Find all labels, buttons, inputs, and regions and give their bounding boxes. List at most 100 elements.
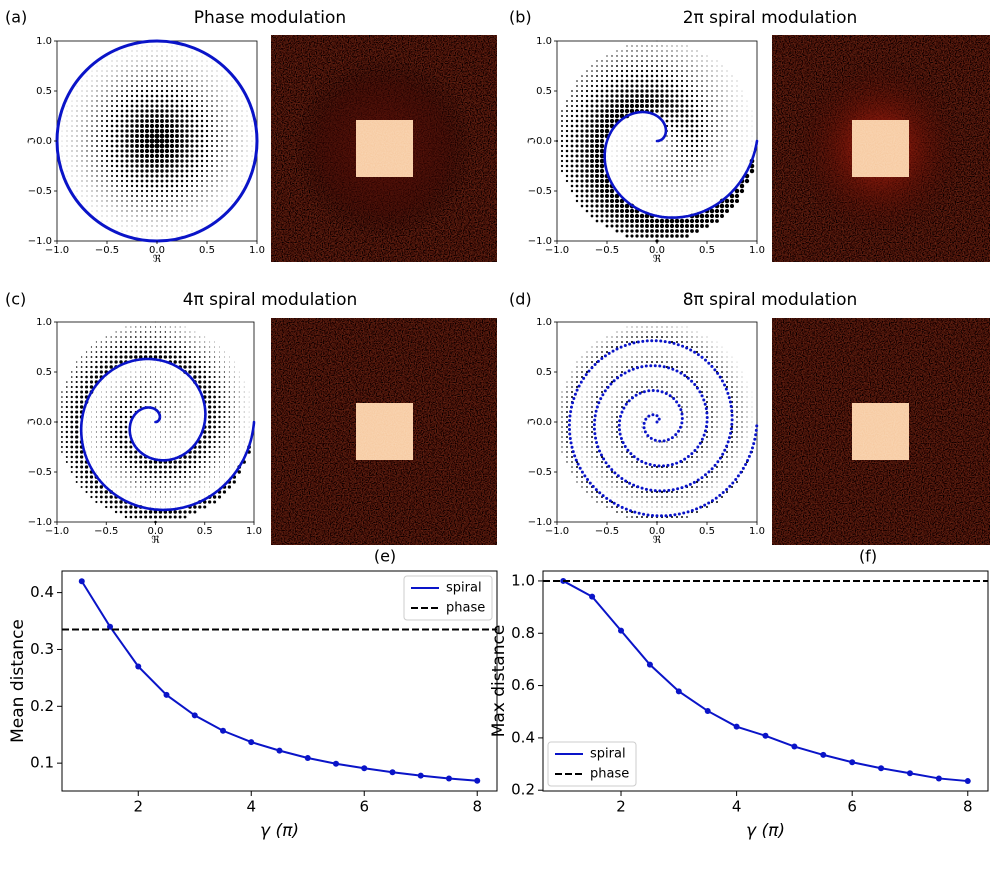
- constellation-dot: [203, 376, 206, 379]
- constellation-dot: [646, 381, 647, 382]
- constellation-dot: [576, 170, 579, 173]
- constellation-dot: [576, 85, 578, 87]
- constellation-dot: [727, 482, 728, 483]
- constellation-dot: [632, 327, 633, 328]
- constellation-dot: [149, 516, 152, 519]
- constellation-dot: [716, 396, 717, 397]
- constellation-dot: [627, 151, 628, 152]
- constellation-dot: [701, 446, 703, 448]
- constellation-dot: [232, 101, 233, 102]
- constellation-dot: [242, 101, 243, 102]
- constellation-dot: [242, 146, 243, 147]
- constellation-dot: [592, 372, 593, 373]
- constellation-dot: [627, 196, 628, 197]
- constellation-dot: [125, 159, 128, 162]
- constellation-dot: [650, 234, 653, 237]
- constellation-dot: [172, 51, 173, 52]
- constellation-dot: [696, 105, 698, 107]
- constellation-dot: [111, 145, 114, 148]
- constellation-dot: [621, 491, 622, 492]
- constellation-dot: [581, 80, 583, 82]
- constellation-dot: [696, 451, 698, 453]
- constellation-dot: [86, 422, 87, 423]
- constellation-dot: [595, 204, 598, 207]
- constellation-dot: [106, 200, 107, 201]
- constellation-dot: [216, 130, 218, 132]
- constellation-dot: [247, 166, 248, 167]
- constellation-dot: [196, 185, 198, 187]
- constellation-dot: [612, 457, 613, 458]
- constellation-dot: [157, 236, 158, 237]
- constellation-dot: [602, 447, 603, 448]
- constellation-dot: [204, 466, 206, 468]
- constellation-dot: [191, 95, 193, 97]
- constellation-dot: [86, 130, 87, 131]
- constellation-dot: [107, 216, 108, 217]
- constellation-dot: [701, 175, 702, 176]
- constellation-dot: [156, 85, 158, 87]
- constellation-dot: [661, 145, 662, 146]
- constellation-dot: [656, 326, 657, 327]
- constellation-dot: [586, 441, 587, 442]
- constellation-dot: [636, 356, 637, 357]
- constellation-dot: [677, 427, 678, 428]
- constellation-dot: [652, 367, 653, 368]
- constellation-dot: [177, 236, 178, 237]
- constellation-dot: [727, 176, 728, 177]
- constellation-dot: [621, 60, 623, 62]
- constellation-dot: [112, 211, 113, 212]
- constellation-dot: [586, 481, 588, 483]
- constellation-dot: [67, 106, 68, 107]
- constellation-dot: [135, 481, 136, 482]
- constellation-dot: [81, 115, 82, 116]
- constellation-dot: [577, 422, 578, 423]
- constellation-dot: [160, 386, 162, 388]
- constellation-dot: [157, 226, 158, 227]
- constellation-dot: [221, 170, 222, 171]
- constellation-dot: [106, 461, 107, 462]
- constellation-dot: [114, 360, 117, 363]
- constellation-dot: [647, 136, 648, 137]
- constellation-dot: [716, 125, 718, 127]
- constellation-dot: [636, 165, 637, 166]
- constellation-dot: [642, 196, 643, 197]
- constellation-dot: [175, 431, 176, 432]
- constellation-dot: [656, 60, 658, 62]
- constellation-dot: [171, 70, 172, 71]
- constellation-dot: [655, 224, 659, 228]
- constellation-dot: [183, 365, 186, 368]
- constellation-dot: [615, 224, 618, 227]
- constellation-dot: [175, 421, 176, 422]
- constellation-dot: [183, 510, 186, 513]
- constellation-dot: [625, 229, 628, 232]
- constellation-dot: [101, 472, 102, 473]
- constellation-dot: [701, 386, 703, 388]
- constellation-dot: [75, 440, 78, 443]
- constellation-dot: [636, 391, 638, 393]
- constellation-dot: [116, 377, 117, 378]
- constellation-dot: [242, 186, 243, 187]
- constellation-dot: [595, 144, 599, 148]
- constellation-dot: [727, 91, 728, 92]
- constellation-dot: [677, 432, 678, 433]
- constellation-dot: [586, 406, 587, 407]
- constellation-dot: [682, 357, 683, 358]
- constellation-dot: [160, 104, 163, 107]
- constellation-dot: [170, 372, 171, 373]
- constellation-dot: [712, 61, 713, 62]
- constellation-dot: [681, 406, 683, 408]
- constellation-dot: [652, 196, 653, 197]
- constellation-dot: [662, 206, 663, 207]
- constellation-dot: [161, 70, 162, 71]
- constellation-dot: [107, 211, 108, 212]
- constellation-dot: [592, 482, 593, 483]
- constellation-dot: [677, 196, 678, 197]
- constellation-dot: [175, 331, 176, 332]
- constellation-dot: [682, 387, 683, 388]
- constellation-dot: [130, 471, 132, 473]
- constellation-dot: [632, 126, 633, 127]
- constellation-dot: [231, 160, 232, 161]
- constellation-dot: [576, 481, 577, 482]
- constellation-dot: [209, 461, 211, 463]
- constellation-dot: [717, 71, 718, 72]
